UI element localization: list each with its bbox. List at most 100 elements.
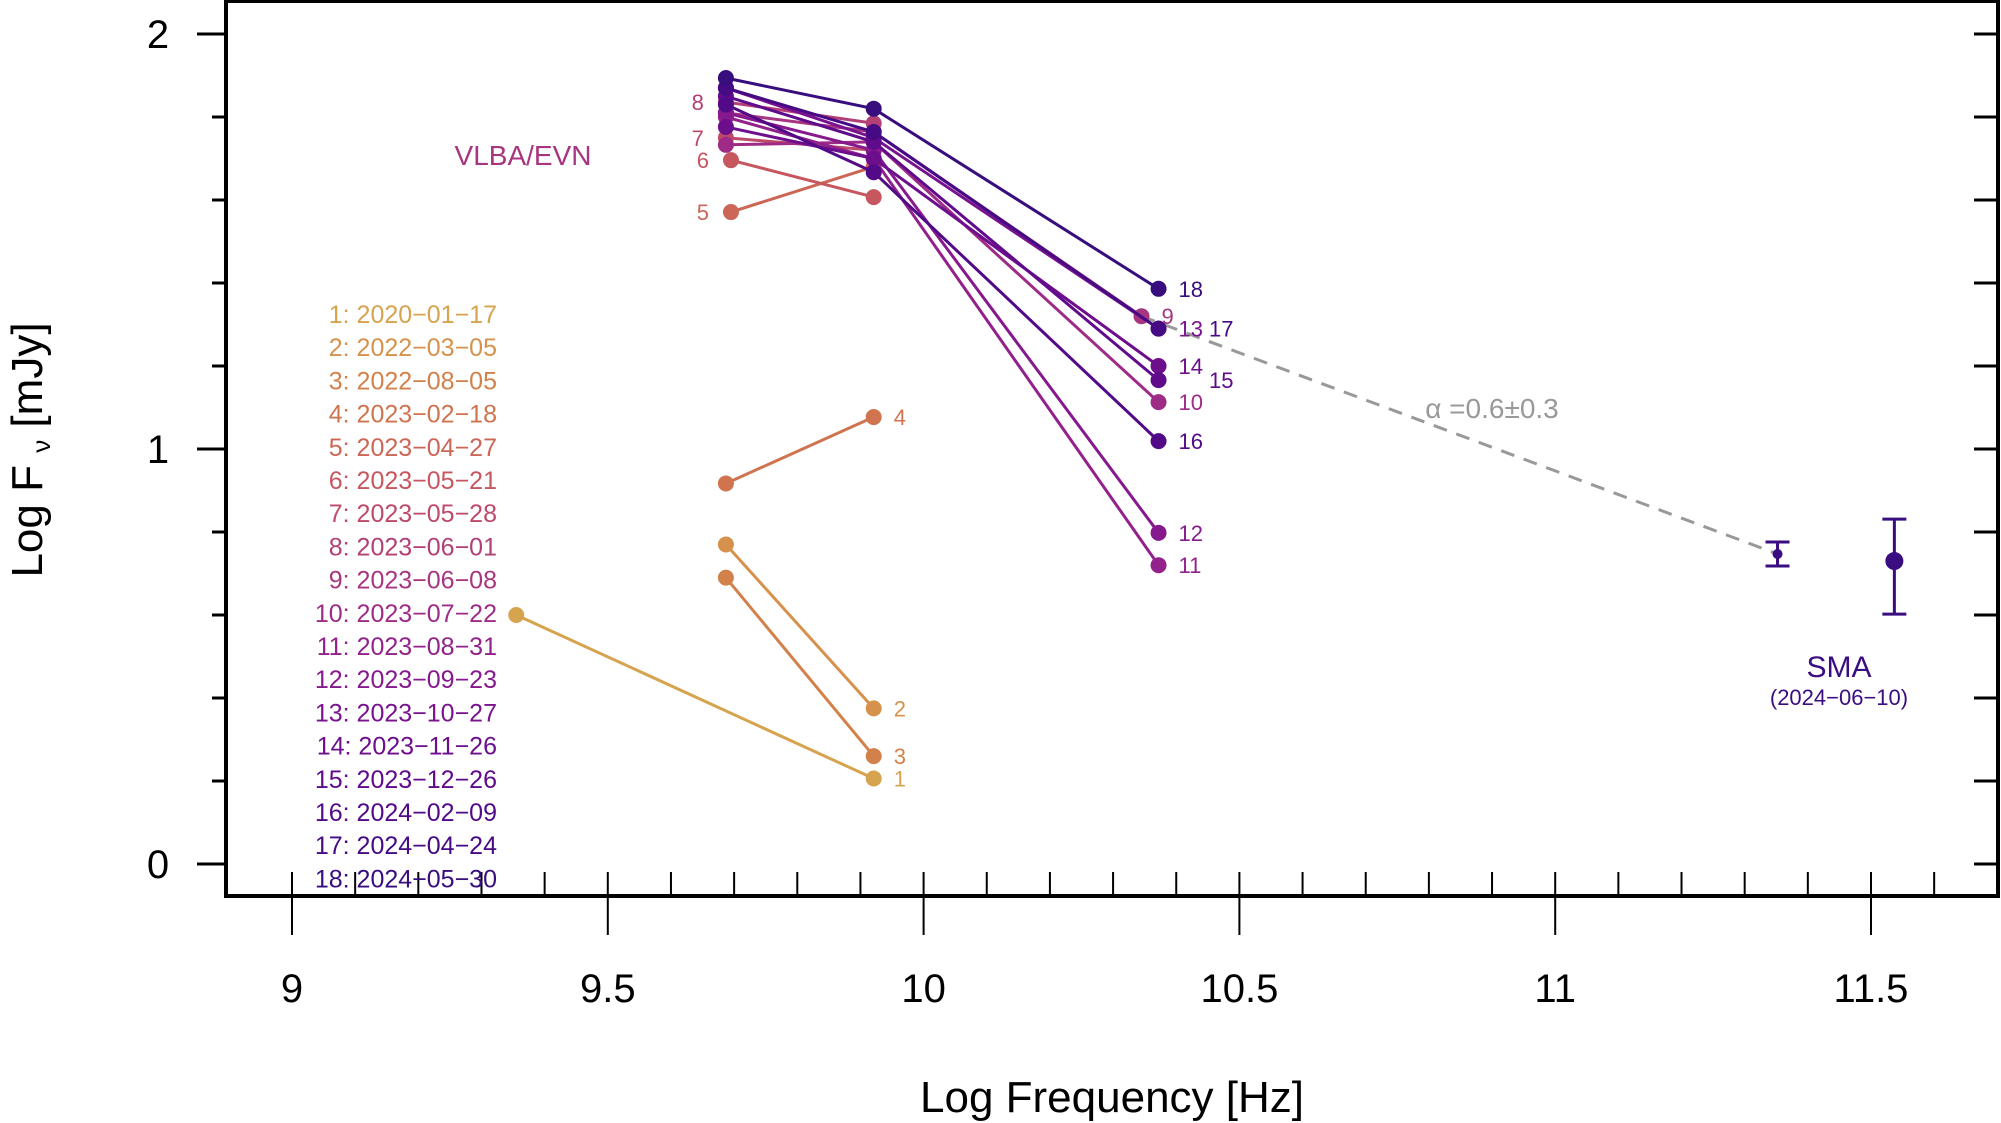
data-point: [717, 136, 734, 153]
data-point: [1150, 433, 1167, 450]
data-point: [1150, 524, 1167, 541]
legend-entry: 2: 2022−03−05: [329, 334, 497, 362]
point-label: 1: [894, 767, 906, 792]
legend-entry: 14: 2023−11−26: [317, 733, 497, 761]
y-axis-title: Log F ν [mJy]: [3, 322, 56, 577]
data-point: [722, 152, 739, 169]
y-tick-label: 0: [147, 843, 169, 887]
x-tick-label: 9.5: [580, 967, 636, 1011]
legend-entry: 5: 2023−04−27: [329, 434, 497, 462]
x-tick-label: 9: [281, 967, 303, 1011]
sma-layer: [1765, 517, 1907, 616]
data-point: [717, 569, 734, 586]
data-point: [1772, 548, 1783, 559]
data-point: [865, 700, 882, 717]
x-tick-label: 11.5: [1834, 967, 1909, 1011]
legend-entry: 4: 2023−02−18: [329, 401, 497, 429]
data-point: [1150, 358, 1167, 374]
data-point: [508, 607, 525, 623]
data-point: [717, 69, 734, 86]
legend-entry: 17: 2024−04−24: [315, 832, 497, 860]
point-label: 3: [894, 744, 906, 769]
y-axis-title-text: Log F ν [mJy]: [3, 322, 56, 577]
data-point: [1150, 372, 1167, 389]
series-14: 14: [717, 118, 1203, 379]
series-line: [730, 158, 875, 199]
y-tick-label: 1: [147, 428, 169, 472]
series-4: 4: [717, 405, 906, 492]
data-point: [865, 100, 882, 117]
data-point: [717, 536, 734, 553]
data-point: [865, 770, 882, 787]
data-point: [717, 475, 734, 492]
series-3: 3: [717, 569, 906, 769]
legend-entry: 10: 2023−07−22: [315, 600, 497, 628]
data-point: [722, 204, 739, 221]
point-label: 12: [1179, 521, 1203, 546]
series-line: [724, 543, 875, 710]
series-1: 1: [508, 607, 906, 792]
data-point: [865, 189, 882, 206]
series-line: [730, 165, 875, 214]
data-point: [865, 748, 882, 765]
legend-entry: 16: 2024−02−09: [315, 799, 497, 827]
data-point: [865, 150, 882, 167]
point-label: 11: [1179, 553, 1202, 578]
tick-labels: 9 9.5 10 10.5 11 11.5 0 1 2: [147, 13, 1909, 1011]
legend-entry: 13: 2023−10−27: [315, 699, 497, 727]
point-label: 8: [692, 90, 704, 115]
legend-entry: 11: 2023−08−31: [317, 633, 497, 661]
series-12: 12: [717, 104, 1203, 546]
data-point: [717, 118, 734, 135]
x-axis-title: Log Frequency [Hz]: [920, 1073, 1304, 1122]
sma-label: SMA: [1806, 651, 1871, 684]
axes: [197, 32, 1998, 935]
data-point: [1885, 552, 1904, 571]
data-point: [717, 96, 734, 113]
sma-point: [1765, 540, 1790, 568]
series-line: [515, 613, 875, 780]
data-point: [1150, 320, 1167, 337]
point-label: 9: [1162, 304, 1174, 329]
point-label: 4: [894, 405, 906, 430]
spectral-index-label: α =0.6±0.3: [1425, 393, 1559, 424]
legend-entry: 15: 2023−12−26: [315, 766, 497, 794]
series-line: [725, 103, 1160, 443]
point-label: 18: [1179, 277, 1203, 302]
legend: 1: 2020−01−17 2: 2022−03−05 3: 2022−08−05 4…: [315, 301, 497, 893]
legend-entry: 9: 2023−06−08: [329, 567, 497, 595]
x-tick-label: 10.5: [1200, 967, 1278, 1011]
data-point: [1150, 394, 1167, 411]
point-label: 6: [697, 148, 709, 173]
sma-point: [1882, 517, 1907, 616]
data-point: [1150, 280, 1167, 297]
point-label: 7: [692, 126, 704, 151]
fit-line: [1140, 314, 1779, 556]
data-point: [865, 164, 882, 181]
series-2: 2: [717, 536, 906, 721]
x-tick-label: 10: [901, 967, 946, 1011]
data-point: [1150, 557, 1167, 574]
series-13: 13: [717, 79, 1203, 342]
point-label: 10: [1179, 390, 1203, 415]
series-18: 18: [717, 69, 1203, 302]
point-label: 16: [1179, 429, 1203, 454]
data-point: [865, 409, 882, 426]
legend-entry: 8: 2023−06−01: [329, 533, 497, 561]
legend-entry: 12: 2023−09−23: [315, 666, 497, 694]
x-tick-label: 11: [1534, 967, 1576, 1011]
y-tick-label: 2: [147, 13, 169, 57]
legend-entry: 1: 2020−01−17: [329, 301, 497, 329]
point-label: 13: [1179, 317, 1203, 342]
series-line: [725, 415, 875, 485]
point-label: 15: [1209, 368, 1233, 393]
series-15: 15: [717, 88, 1234, 393]
point-label: 14: [1179, 354, 1203, 379]
series-line: [724, 576, 875, 758]
point-label: 17: [1209, 317, 1233, 342]
vlba-evn-label: VLBA/EVN: [455, 140, 592, 171]
sma-date-label: (2024−06−10): [1770, 685, 1908, 710]
legend-entry: 6: 2023−05−21: [329, 467, 497, 495]
